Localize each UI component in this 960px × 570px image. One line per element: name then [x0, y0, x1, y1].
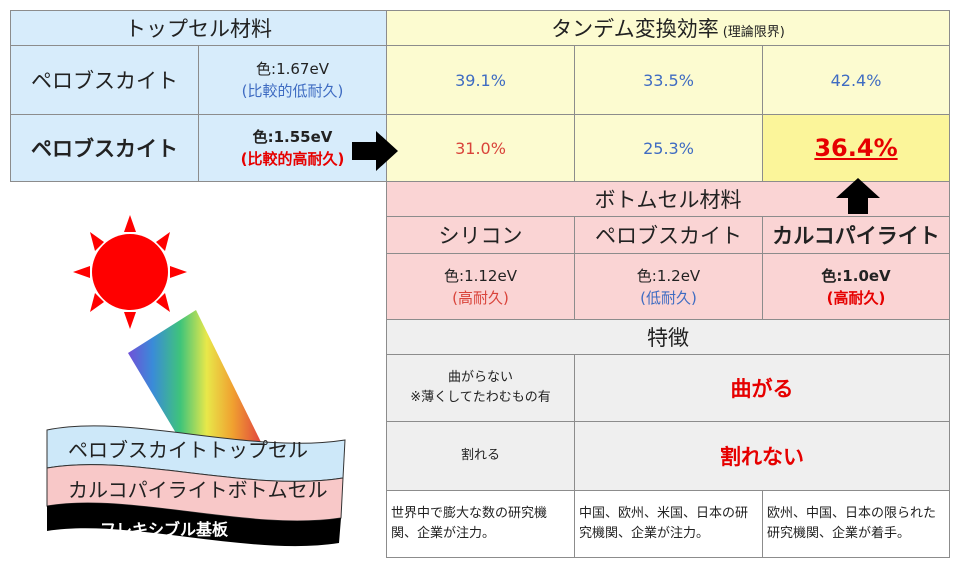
- features-r3-c2: 中国、欧州、米国、日本の研究機関、企業が注力。: [574, 490, 763, 558]
- features-header-label: 特徴: [647, 326, 689, 350]
- top-material-row1-gap-cell: 色:1.67eV (比較的低耐久): [198, 45, 387, 115]
- features-r2-left-label: 割れる: [460, 448, 500, 463]
- efficiency-r1-c1: 39.1%: [386, 45, 575, 115]
- efficiency-header-sub: (理論限界): [722, 25, 785, 40]
- sun-icon: [73, 215, 187, 329]
- top-material-row2-name-label: ペロブスカイト: [31, 137, 178, 161]
- bottom-material-col1-durability: (高耐久): [452, 288, 509, 307]
- efficiency-r1-c2-value: 33.5%: [643, 70, 694, 90]
- bottom-material-col2-durability: (低耐久): [640, 288, 697, 307]
- bottom-material-header-label: ボトムセル材料: [594, 188, 742, 212]
- features-r1-left-line1: 曲がらない: [447, 370, 513, 385]
- features-r2-left: 割れる: [386, 421, 575, 491]
- efficiency-header-label: タンデム変換効率: [551, 17, 719, 41]
- top-material-header-label: トップセル材料: [125, 17, 272, 41]
- bottom-material-col2-name: ペロブスカイト: [574, 216, 763, 254]
- bottom-material-col3-name: カルコパイライト: [762, 216, 950, 254]
- efficiency-r2-c3-value: 36.4%: [814, 134, 898, 162]
- efficiency-header: タンデム変換効率 (理論限界): [386, 10, 950, 46]
- features-r1-right-label: 曲がる: [730, 377, 794, 401]
- bottom-material-col3-gap-cell: 色:1.0eV (高耐久): [762, 253, 950, 320]
- efficiency-r2-c2: 25.3%: [574, 114, 763, 182]
- features-header: 特徴: [386, 319, 950, 355]
- features-r3-c3-text: 欧州、中国、日本の限られた研究機関、企業が着手。: [767, 506, 937, 541]
- layer-mid-label: カルコパイライトボトムセル: [68, 478, 328, 502]
- bottom-material-col2-gap-cell: 色:1.2eV (低耐久): [574, 253, 763, 320]
- efficiency-r1-c3: 42.4%: [762, 45, 950, 115]
- bottom-material-col2-name-label: ペロブスカイト: [595, 224, 742, 248]
- features-r2-right-label: 割れない: [720, 445, 804, 469]
- right-arrow-icon: [352, 131, 398, 171]
- top-material-row1-name: ペロブスカイト: [10, 45, 199, 115]
- efficiency-r2-c2-value: 25.3%: [643, 138, 694, 158]
- features-r1-left-line2: ※薄くしてたわむもの有: [410, 390, 551, 405]
- top-material-row1-name-label: ペロブスカイト: [31, 69, 178, 93]
- features-r3-c2-text: 中国、欧州、米国、日本の研究機関、企業が注力。: [579, 506, 749, 541]
- bottom-material-col3-name-label: カルコパイライト: [772, 224, 940, 248]
- layer-bottom-label: フレキシブル基板: [100, 520, 229, 539]
- bottom-material-col1-gap-cell: 色:1.12eV (高耐久): [386, 253, 575, 320]
- up-arrow-icon: [836, 178, 880, 214]
- features-r3-c3: 欧州、中国、日本の限られた研究機関、企業が着手。: [762, 490, 950, 558]
- features-r3-c1-text: 世界中で膨大な数の研究機関、企業が注力。: [391, 506, 548, 541]
- top-material-row2-gap: 色:1.55eV: [252, 128, 333, 146]
- features-r3-c1: 世界中で膨大な数の研究機関、企業が注力。: [386, 490, 575, 558]
- top-material-row2-name: ペロブスカイト: [10, 114, 199, 182]
- bottom-material-col1-gap: 色:1.12eV: [444, 266, 517, 285]
- top-material-row2-durability: (比較的高耐久): [240, 150, 345, 168]
- layer-flexible-substrate-shape: [47, 502, 341, 547]
- efficiency-r2-c1-value: 31.0%: [455, 138, 506, 158]
- bottom-material-col2-gap: 色:1.2eV: [636, 266, 701, 285]
- bottom-material-col1-name-label: シリコン: [438, 224, 523, 248]
- top-material-row1-gap: 色:1.67eV: [256, 60, 329, 78]
- efficiency-r2-c3-highlight: 36.4%: [762, 114, 950, 182]
- top-material-header: トップセル材料: [10, 10, 387, 46]
- features-r2-right: 割れない: [574, 421, 950, 491]
- features-r1-right: 曲がる: [574, 354, 950, 422]
- features-r1-left: 曲がらない ※薄くしてたわむもの有: [386, 354, 575, 422]
- efficiency-r2-c1: 31.0%: [386, 114, 575, 182]
- layer-top-label: ペロブスカイトトップセル: [68, 438, 308, 462]
- cell-structure-diagram: ペロブスカイトトップセル カルコパイライトボトムセル フレキシブル基板: [46, 215, 346, 547]
- bottom-material-col3-durability: (高耐久): [826, 288, 886, 307]
- top-material-row1-durability: (比較的低耐久): [241, 82, 344, 100]
- efficiency-r1-c2: 33.5%: [574, 45, 763, 115]
- efficiency-r1-c1-value: 39.1%: [455, 70, 506, 90]
- efficiency-r1-c3-value: 42.4%: [830, 70, 882, 90]
- bottom-material-col3-gap: 色:1.0eV: [821, 266, 891, 285]
- bottom-material-col1-name: シリコン: [386, 216, 575, 254]
